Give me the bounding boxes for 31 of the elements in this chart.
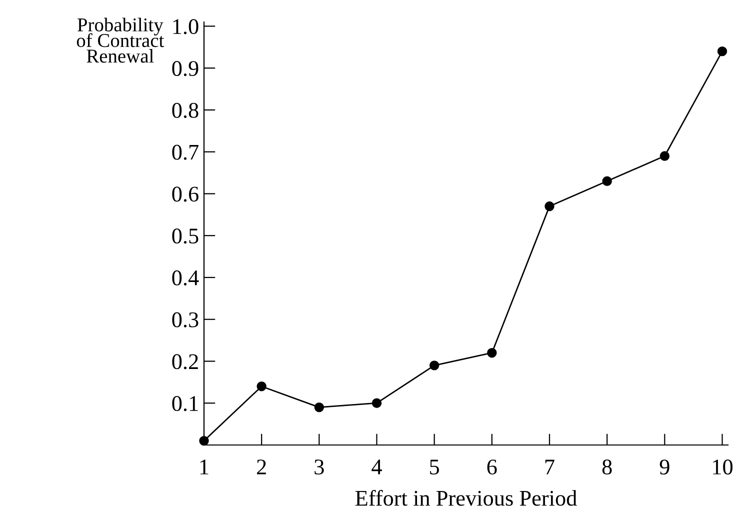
x-tick-label: 8 (602, 460, 612, 475)
point (717, 46, 728, 56)
point (544, 201, 554, 212)
y-tick-label: 0.7 (172, 144, 198, 160)
point (487, 348, 497, 358)
y-tick-label: 0.8 (172, 102, 198, 118)
y-tick-label: 0.3 (172, 312, 198, 328)
x-tick-label: 1 (200, 460, 208, 474)
y-tick-label: 0.9 (172, 61, 198, 76)
point (256, 382, 266, 392)
x-tick-label: 5 (430, 460, 440, 475)
point (660, 151, 670, 161)
y-axis-title: Probability of Contract Renewal (76, 18, 164, 63)
y-tick-label: 0.2 (172, 354, 198, 370)
x-tick-label: 3 (314, 460, 324, 475)
x-tick-label: 4 (372, 460, 382, 474)
y-tick-label: 1.0 (173, 19, 198, 34)
y-tick-label: 0.5 (172, 228, 198, 244)
point (314, 402, 324, 412)
point (429, 360, 440, 370)
x-tick-label: 9 (660, 460, 670, 475)
point (372, 398, 382, 408)
y-tick-label: 0.1 (172, 396, 198, 412)
x-tick-label: 10 (713, 460, 733, 475)
x-tick-label: 7 (545, 460, 554, 474)
y-tick-label: 0.4 (172, 270, 199, 286)
x-tick-label: 2 (257, 460, 266, 474)
x-axis-title: Effort in Previous Period (355, 490, 577, 506)
y-tick-label: 0.6 (172, 186, 198, 202)
x-tick-label: 6 (487, 460, 497, 475)
point (602, 176, 612, 186)
